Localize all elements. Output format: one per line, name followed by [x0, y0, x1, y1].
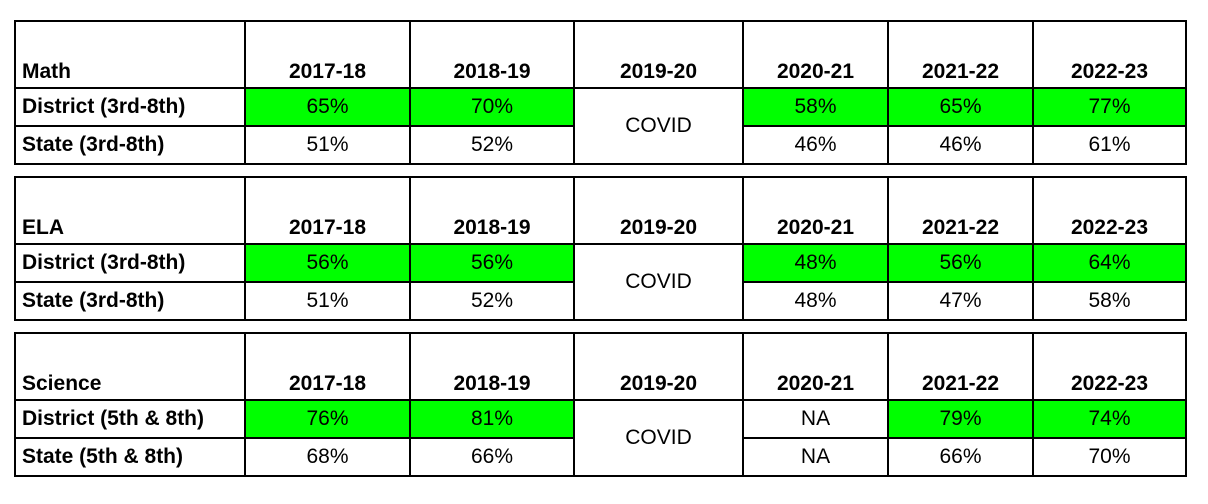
- state-value: 70%: [1032, 437, 1187, 477]
- year-header: 2017-18: [244, 332, 411, 401]
- state-row: State (3rd-8th) 51% 52% 48% 47% 58%: [14, 281, 1187, 321]
- state-value: 66%: [887, 437, 1034, 477]
- state-value: 51%: [244, 281, 411, 321]
- year-header: 2022-23: [1032, 332, 1187, 401]
- state-value: 61%: [1032, 125, 1187, 165]
- header-row: ELA 2017-18 2018-19 2019-20 2020-21 2021…: [14, 176, 1187, 245]
- district-value: 56%: [887, 243, 1034, 283]
- covid-cell: COVID: [573, 87, 744, 165]
- year-header: 2021-22: [887, 176, 1034, 245]
- year-header: 2018-19: [409, 20, 575, 89]
- state-label: State (5th & 8th): [14, 437, 246, 477]
- year-header: 2019-20: [573, 332, 744, 401]
- year-header: 2021-22: [887, 20, 1034, 89]
- math-table: Math 2017-18 2018-19 2019-20 2020-21 202…: [14, 20, 1187, 165]
- covid-cell: COVID: [573, 399, 744, 477]
- district-row: District (3rd-8th) 65% 70% COVID 58% 65%…: [14, 87, 1187, 165]
- year-header: 2017-18: [244, 176, 411, 245]
- state-label: State (3rd-8th): [14, 125, 246, 165]
- state-value: 51%: [244, 125, 411, 165]
- science-table: Science 2017-18 2018-19 2019-20 2020-21 …: [14, 332, 1187, 477]
- district-value: 56%: [244, 243, 411, 283]
- state-value: 52%: [409, 281, 575, 321]
- district-value: 65%: [887, 87, 1034, 127]
- year-header: 2018-19: [409, 332, 575, 401]
- district-value: 74%: [1032, 399, 1187, 439]
- year-header: 2019-20: [573, 20, 744, 89]
- district-value: 77%: [1032, 87, 1187, 127]
- year-header: 2019-20: [573, 176, 744, 245]
- district-value: 58%: [742, 87, 889, 127]
- state-row: State (5th & 8th) 68% 66% NA 66% 70%: [14, 437, 1187, 477]
- district-value: 64%: [1032, 243, 1187, 283]
- state-label: State (3rd-8th): [14, 281, 246, 321]
- state-value: 47%: [887, 281, 1034, 321]
- year-header: 2020-21: [742, 20, 889, 89]
- district-value: 81%: [409, 399, 575, 439]
- district-label: District (3rd-8th): [14, 243, 246, 283]
- header-row: Math 2017-18 2018-19 2019-20 2020-21 202…: [14, 20, 1187, 89]
- district-value: 48%: [742, 243, 889, 283]
- year-header: 2021-22: [887, 332, 1034, 401]
- state-row: State (3rd-8th) 51% 52% 46% 46% 61%: [14, 125, 1187, 165]
- state-value: 46%: [887, 125, 1034, 165]
- state-value: 46%: [742, 125, 889, 165]
- year-header: 2022-23: [1032, 20, 1187, 89]
- district-row: District (3rd-8th) 56% 56% COVID 48% 56%…: [14, 243, 1187, 321]
- year-header: 2017-18: [244, 20, 411, 89]
- district-value: NA: [742, 399, 889, 439]
- district-value: 76%: [244, 399, 411, 439]
- header-row: Science 2017-18 2018-19 2019-20 2020-21 …: [14, 332, 1187, 401]
- district-value: 65%: [244, 87, 411, 127]
- district-value: 56%: [409, 243, 575, 283]
- district-value: 79%: [887, 399, 1034, 439]
- subject-label: Math: [14, 20, 246, 89]
- year-header: 2020-21: [742, 176, 889, 245]
- state-value: 52%: [409, 125, 575, 165]
- district-label: District (3rd-8th): [14, 87, 246, 127]
- district-label: District (5th & 8th): [14, 399, 246, 439]
- state-value: 68%: [244, 437, 411, 477]
- year-header: 2018-19: [409, 176, 575, 245]
- year-header: 2020-21: [742, 332, 889, 401]
- subject-label: ELA: [14, 176, 246, 245]
- state-value: 58%: [1032, 281, 1187, 321]
- state-value: 48%: [742, 281, 889, 321]
- district-value: 70%: [409, 87, 575, 127]
- year-header: 2022-23: [1032, 176, 1187, 245]
- ela-table: ELA 2017-18 2018-19 2019-20 2020-21 2021…: [14, 176, 1187, 321]
- subject-label: Science: [14, 332, 246, 401]
- state-value: NA: [742, 437, 889, 477]
- state-value: 66%: [409, 437, 575, 477]
- district-row: District (5th & 8th) 76% 81% COVID NA 79…: [14, 399, 1187, 477]
- covid-cell: COVID: [573, 243, 744, 321]
